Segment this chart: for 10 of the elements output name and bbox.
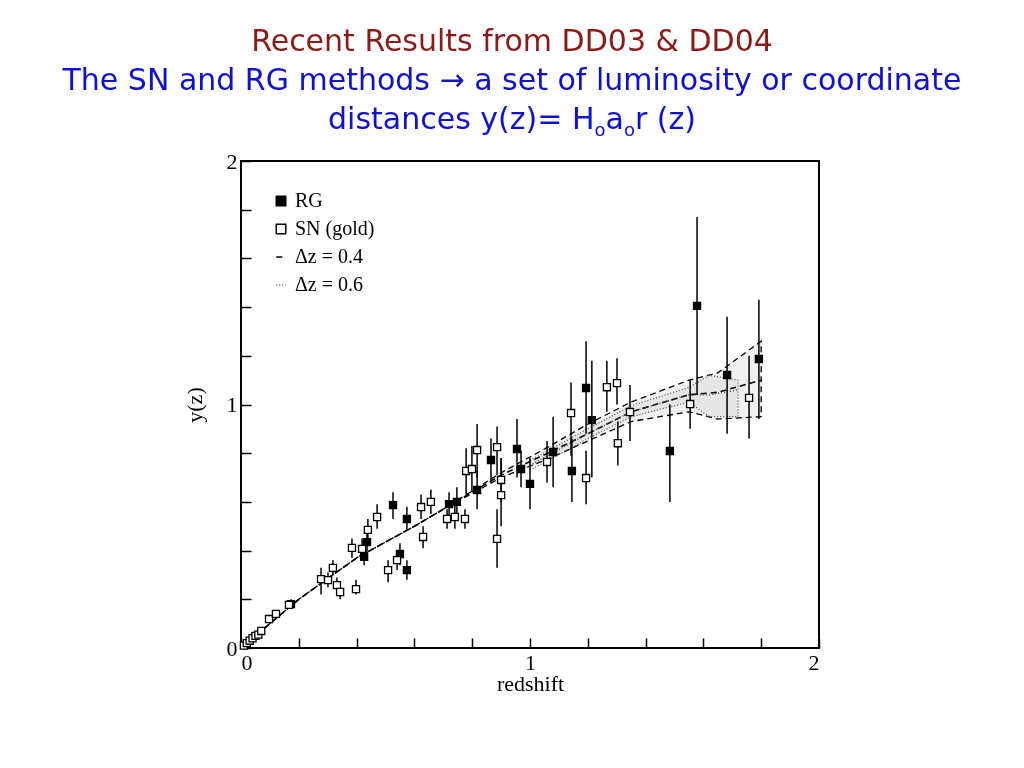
legend-label: RG xyxy=(295,188,323,211)
y-axis-title: y(z) xyxy=(181,387,207,423)
chart-subtitle: The SN and RG methods → a set of luminosity or coordinate distances y(z)= H$_{o}$a$_{o}$r (z) xyxy=(62,60,962,141)
legend-label: SN (gold) xyxy=(295,216,375,240)
chart-title: Recent Results from DD03 & DD04 xyxy=(250,22,774,60)
legend-label: Δz = 0.4 xyxy=(295,244,364,267)
y-tick-label: 2 xyxy=(226,148,238,174)
legend-label: Δz = 0.6 xyxy=(295,272,364,295)
y-tick-label: 1 xyxy=(226,391,238,417)
x-tick-label: 2 xyxy=(808,649,820,675)
